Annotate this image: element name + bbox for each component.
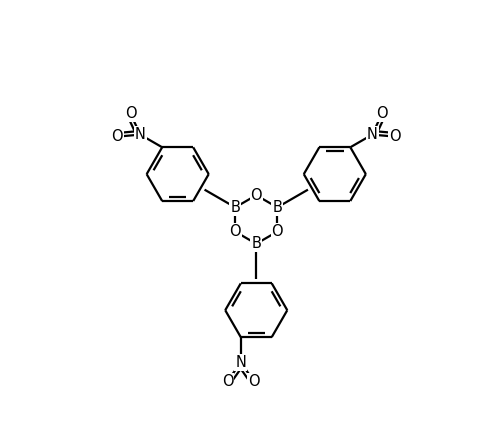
Text: O: O — [272, 224, 283, 239]
Text: O: O — [272, 224, 283, 239]
Text: O: O — [125, 106, 136, 121]
Text: O: O — [112, 129, 123, 144]
Text: B: B — [252, 236, 261, 251]
Text: O: O — [222, 374, 234, 389]
Text: N: N — [236, 355, 246, 370]
Text: O: O — [248, 374, 260, 389]
Text: N: N — [135, 127, 145, 142]
Text: N: N — [367, 127, 378, 142]
Text: B: B — [230, 200, 240, 215]
Text: O: O — [230, 224, 241, 239]
Text: B: B — [252, 236, 261, 251]
Text: B: B — [272, 200, 282, 215]
Text: O: O — [250, 188, 262, 203]
Text: O: O — [376, 106, 388, 121]
Text: O: O — [250, 188, 262, 203]
Text: O: O — [390, 129, 401, 144]
Text: B: B — [272, 200, 282, 215]
Text: B: B — [230, 200, 240, 215]
Text: O: O — [230, 224, 241, 239]
